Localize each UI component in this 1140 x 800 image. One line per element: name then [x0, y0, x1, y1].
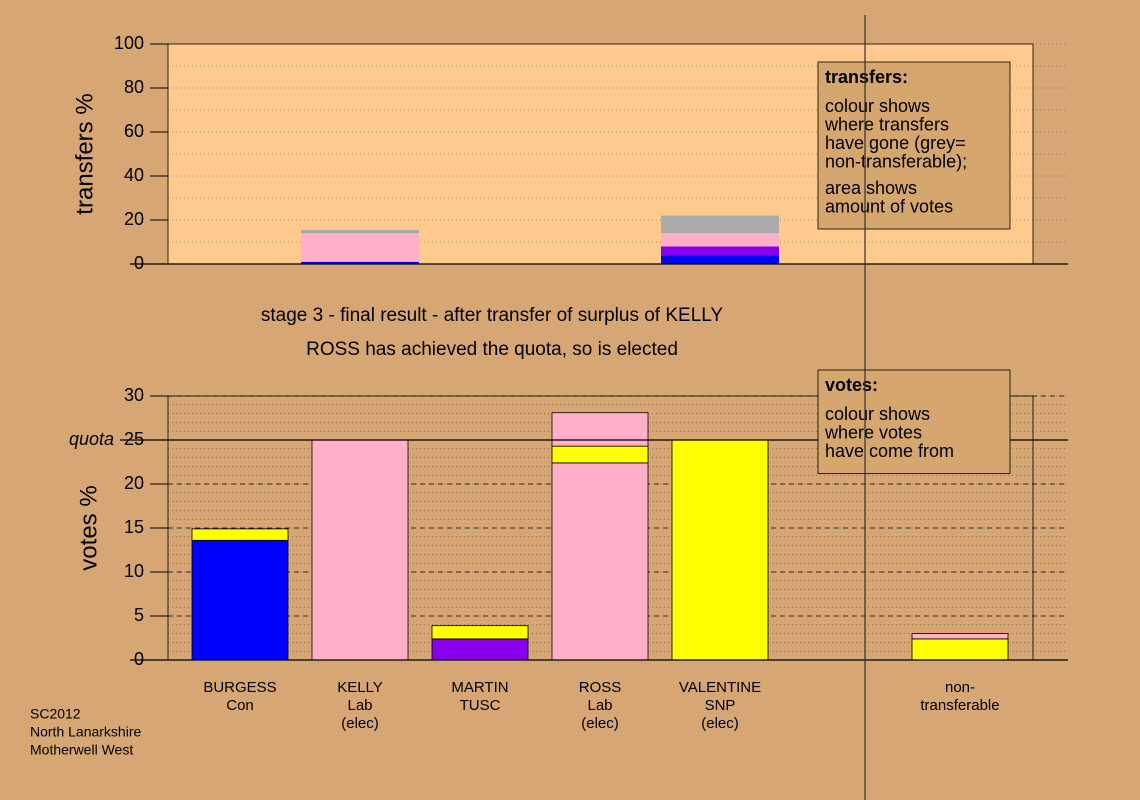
y-tick-label: 0 — [134, 253, 144, 273]
bar-segment — [551, 445, 649, 464]
note-title: transfers: — [825, 67, 908, 87]
bar-segment — [191, 539, 289, 661]
y-tick-label: 20 — [124, 209, 144, 229]
note-line: where votes — [824, 422, 922, 442]
bar-segment — [301, 229, 419, 234]
bar-segment — [301, 261, 419, 264]
x-tick-label: Lab — [347, 697, 372, 714]
y-tick-label: 15 — [124, 517, 144, 537]
y-tick-label: 25 — [124, 429, 144, 449]
x-tick-label: non- — [945, 679, 975, 696]
bar-segment — [551, 462, 649, 661]
note-line: amount of votes — [825, 196, 953, 216]
bar-segment — [661, 233, 779, 247]
note-box — [817, 61, 1011, 230]
bar-segment — [431, 625, 529, 640]
chart-title: stage 3 - final result - after transfer … — [261, 305, 724, 326]
y-axis-label: votes % — [75, 485, 102, 570]
bar-segment — [191, 528, 289, 541]
x-tick-label: KELLY — [337, 679, 383, 696]
bar-segment — [661, 255, 779, 264]
note-title: votes: — [825, 375, 878, 395]
chart-subtitle: ROSS has achieved the quota, so is elect… — [306, 339, 678, 360]
note-line: area shows — [825, 178, 917, 198]
y-tick-label: 40 — [124, 165, 144, 185]
note-box — [817, 369, 1011, 474]
bar-segment — [661, 215, 779, 234]
y-tick-label: 80 — [124, 77, 144, 97]
note-line: colour shows — [825, 96, 930, 116]
y-tick-label: 0 — [134, 649, 144, 669]
x-tick-label: (elec) — [341, 715, 379, 732]
y-tick-label: 100 — [114, 33, 144, 53]
bar-segment — [661, 246, 779, 256]
bar-segment — [301, 233, 419, 262]
x-tick-label: Con — [226, 697, 254, 714]
bar-segment — [671, 439, 769, 661]
footer-line: SC2012 — [30, 706, 81, 722]
x-tick-label: SNP — [705, 697, 736, 714]
x-tick-label: (elec) — [701, 715, 739, 732]
footer-line: Motherwell West — [30, 742, 133, 758]
x-tick-label: ROSS — [579, 679, 622, 696]
y-tick-label: 20 — [124, 473, 144, 493]
footer-line: North Lanarkshire — [30, 724, 141, 740]
y-tick-label: 60 — [124, 121, 144, 141]
note-line: where transfers — [824, 114, 949, 134]
bar-segment — [431, 638, 529, 661]
x-tick-label: Lab — [587, 697, 612, 714]
x-tick-label: TUSC — [460, 697, 501, 714]
note-line: have come from — [825, 441, 954, 461]
y-tick-label: 5 — [134, 605, 144, 625]
bar-segment — [911, 633, 1009, 640]
x-tick-label: transferable — [920, 697, 999, 714]
x-tick-label: MARTIN — [451, 679, 508, 696]
bar-segment — [911, 638, 1009, 661]
note-line: have gone (grey= — [825, 133, 966, 153]
x-tick-label: (elec) — [581, 715, 619, 732]
note-line: non-transferable); — [825, 151, 967, 171]
x-tick-label: VALENTINE — [679, 679, 761, 696]
y-tick-label: 10 — [124, 561, 144, 581]
y-tick-label: 30 — [124, 385, 144, 405]
quota-label: quota — [69, 429, 114, 449]
bar-segment — [311, 439, 409, 661]
y-axis-label: transfers % — [71, 93, 98, 214]
x-tick-label: BURGESS — [203, 679, 276, 696]
note-line: colour shows — [825, 404, 930, 424]
bar-segment — [551, 412, 649, 447]
